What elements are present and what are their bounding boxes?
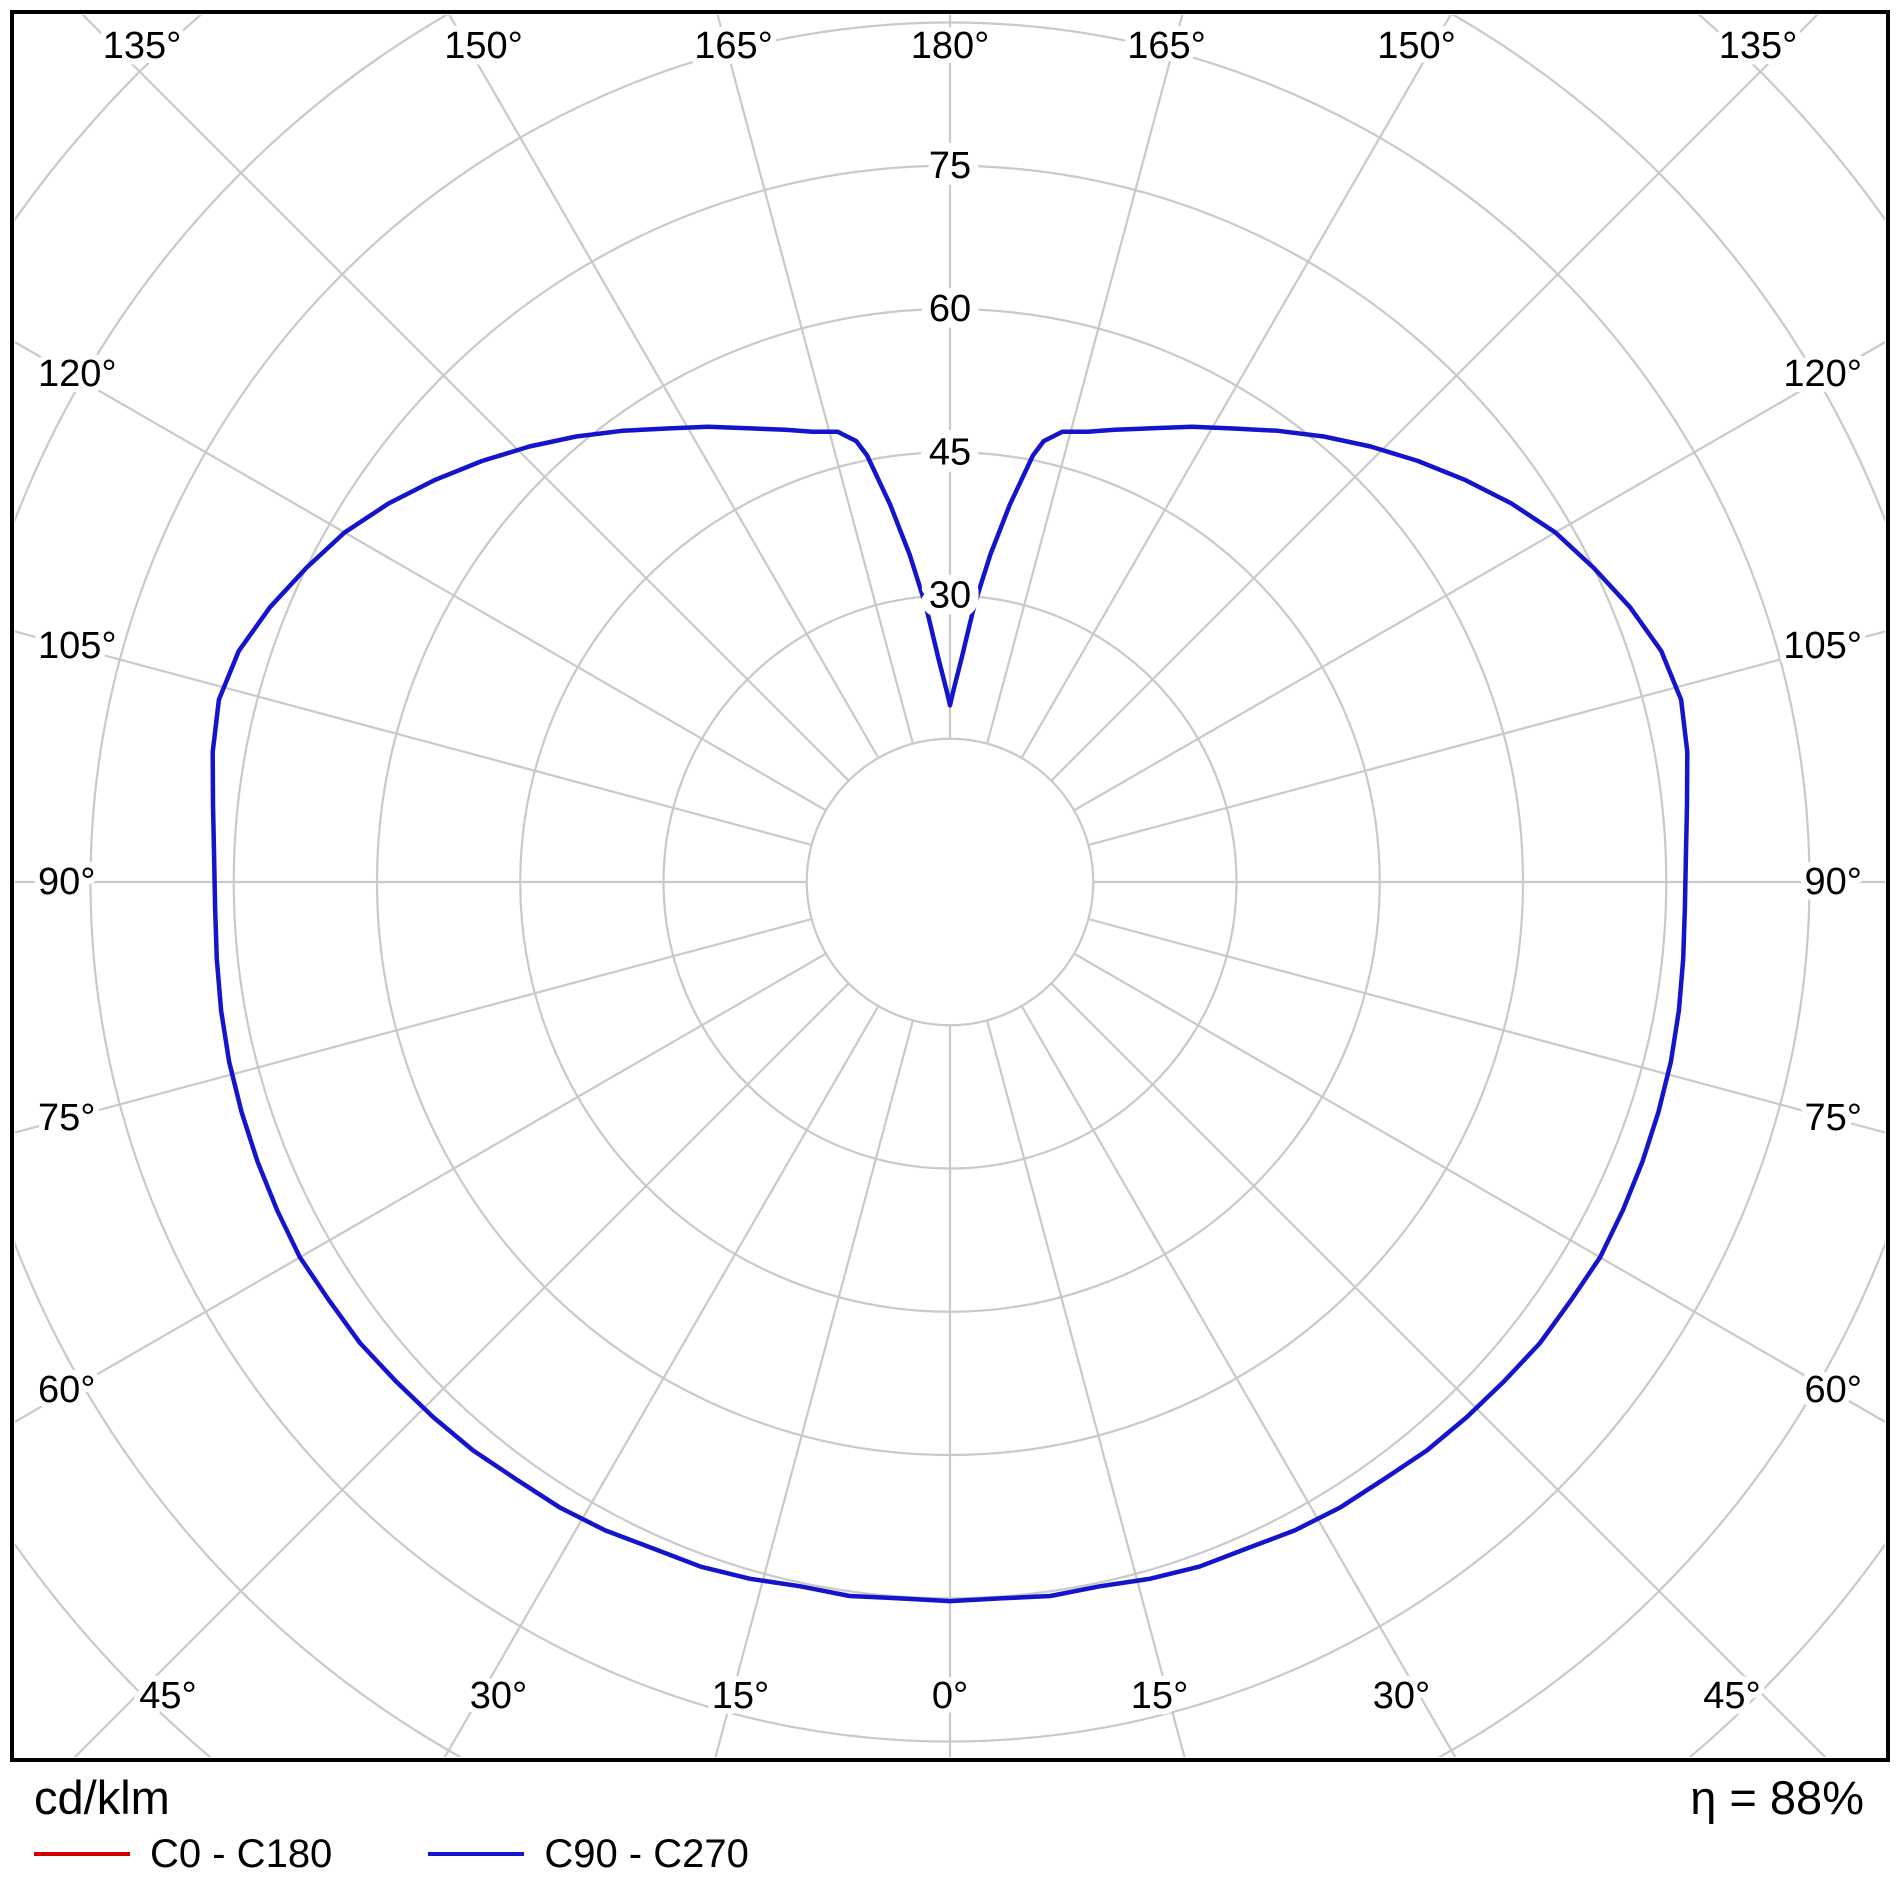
angle-label: 135° bbox=[1719, 25, 1798, 67]
grid-spoke bbox=[15, 952, 827, 1424]
legend-item-c0-c180: C0 - C180 bbox=[34, 1832, 332, 1877]
angle-label: 45° bbox=[1703, 1675, 1760, 1717]
grid-spoke bbox=[73, 982, 850, 1757]
angle-label: 30° bbox=[470, 1675, 527, 1717]
grid-spoke bbox=[1050, 982, 1827, 1757]
legend: C0 - C180 C90 - C270 bbox=[34, 1832, 1864, 1877]
polar-grid bbox=[15, 15, 1885, 1757]
angle-label: 150° bbox=[1377, 25, 1456, 67]
grid-spoke bbox=[986, 15, 1184, 744]
grid-spoke bbox=[15, 918, 812, 1134]
curve-c90-c270 bbox=[210, 424, 1690, 1604]
grid-spoke bbox=[1073, 340, 1885, 812]
legend-label-c0-c180: C0 - C180 bbox=[150, 1831, 333, 1876]
ring-label: 45 bbox=[929, 431, 971, 473]
angle-label: 30° bbox=[1373, 1675, 1430, 1717]
legend-swatch-c90-c270 bbox=[428, 1852, 525, 1857]
legend-label-c90-c270: C90 - C270 bbox=[544, 1831, 749, 1876]
grid-spoke bbox=[15, 340, 827, 812]
grid-spoke bbox=[986, 1020, 1186, 1757]
unit-label: cd/klm bbox=[34, 1771, 170, 1824]
angle-label: 75° bbox=[38, 1097, 95, 1139]
angle-label: 90° bbox=[38, 861, 95, 903]
grid-spoke bbox=[1020, 1005, 1457, 1757]
angle-label: 105° bbox=[1783, 625, 1862, 667]
angle-label: 180° bbox=[911, 25, 990, 67]
angle-label: 0° bbox=[932, 1675, 968, 1717]
angle-label: 165° bbox=[1127, 25, 1206, 67]
ring-label: 75 bbox=[929, 145, 971, 187]
angle-label: 120° bbox=[38, 353, 117, 395]
ring-label: 60 bbox=[929, 288, 971, 330]
grid-spoke bbox=[15, 630, 812, 846]
angle-labels: 0° 15° 15° 30° 30° 45° 45° 60° 60° 75° 75° 90° 90° 10… bbox=[32, 19, 1868, 1723]
grid-spoke bbox=[714, 1020, 914, 1757]
efficiency-label: η = 88% bbox=[1690, 1771, 1864, 1824]
angle-label: 15° bbox=[712, 1675, 769, 1717]
grid-spoke bbox=[716, 15, 914, 744]
grid-spoke bbox=[448, 15, 880, 759]
angle-label: 15° bbox=[1131, 1675, 1188, 1717]
ring-label: 30 bbox=[929, 575, 971, 617]
angle-label: 45° bbox=[139, 1675, 196, 1717]
angle-label: 60° bbox=[1805, 1369, 1862, 1411]
grid-spoke bbox=[443, 1005, 880, 1757]
angle-label: 165° bbox=[694, 25, 773, 67]
grid-spoke bbox=[1073, 952, 1885, 1424]
legend-item-c90-c270: C90 - C270 bbox=[428, 1832, 749, 1877]
ring-labels: 30 45 60 75 bbox=[920, 136, 980, 626]
grid-spoke bbox=[81, 15, 850, 782]
angle-label: 120° bbox=[1783, 353, 1862, 395]
grid-spoke bbox=[1088, 918, 1885, 1134]
grid-spoke bbox=[1088, 630, 1885, 846]
angle-label: 105° bbox=[38, 625, 117, 667]
angle-label: 135° bbox=[103, 25, 182, 67]
grid-spoke bbox=[1050, 15, 1819, 782]
angle-label: 90° bbox=[1805, 861, 1862, 903]
angle-label: 75° bbox=[1805, 1097, 1862, 1139]
grid-spoke bbox=[1020, 15, 1452, 759]
footer: cd/klm η = 88% C0 - C180 C90 - C270 bbox=[0, 1768, 1900, 1900]
angle-label: 150° bbox=[444, 25, 523, 67]
footer-row-units: cd/klm η = 88% bbox=[34, 1772, 1864, 1824]
angle-label: 60° bbox=[38, 1369, 95, 1411]
legend-swatch-c0-c180 bbox=[34, 1852, 130, 1857]
polar-chart-svg: 30 45 60 75 0° 15° 15° 30° 30° 45° 45° 60° 60° 75° 75°… bbox=[10, 10, 1890, 1762]
